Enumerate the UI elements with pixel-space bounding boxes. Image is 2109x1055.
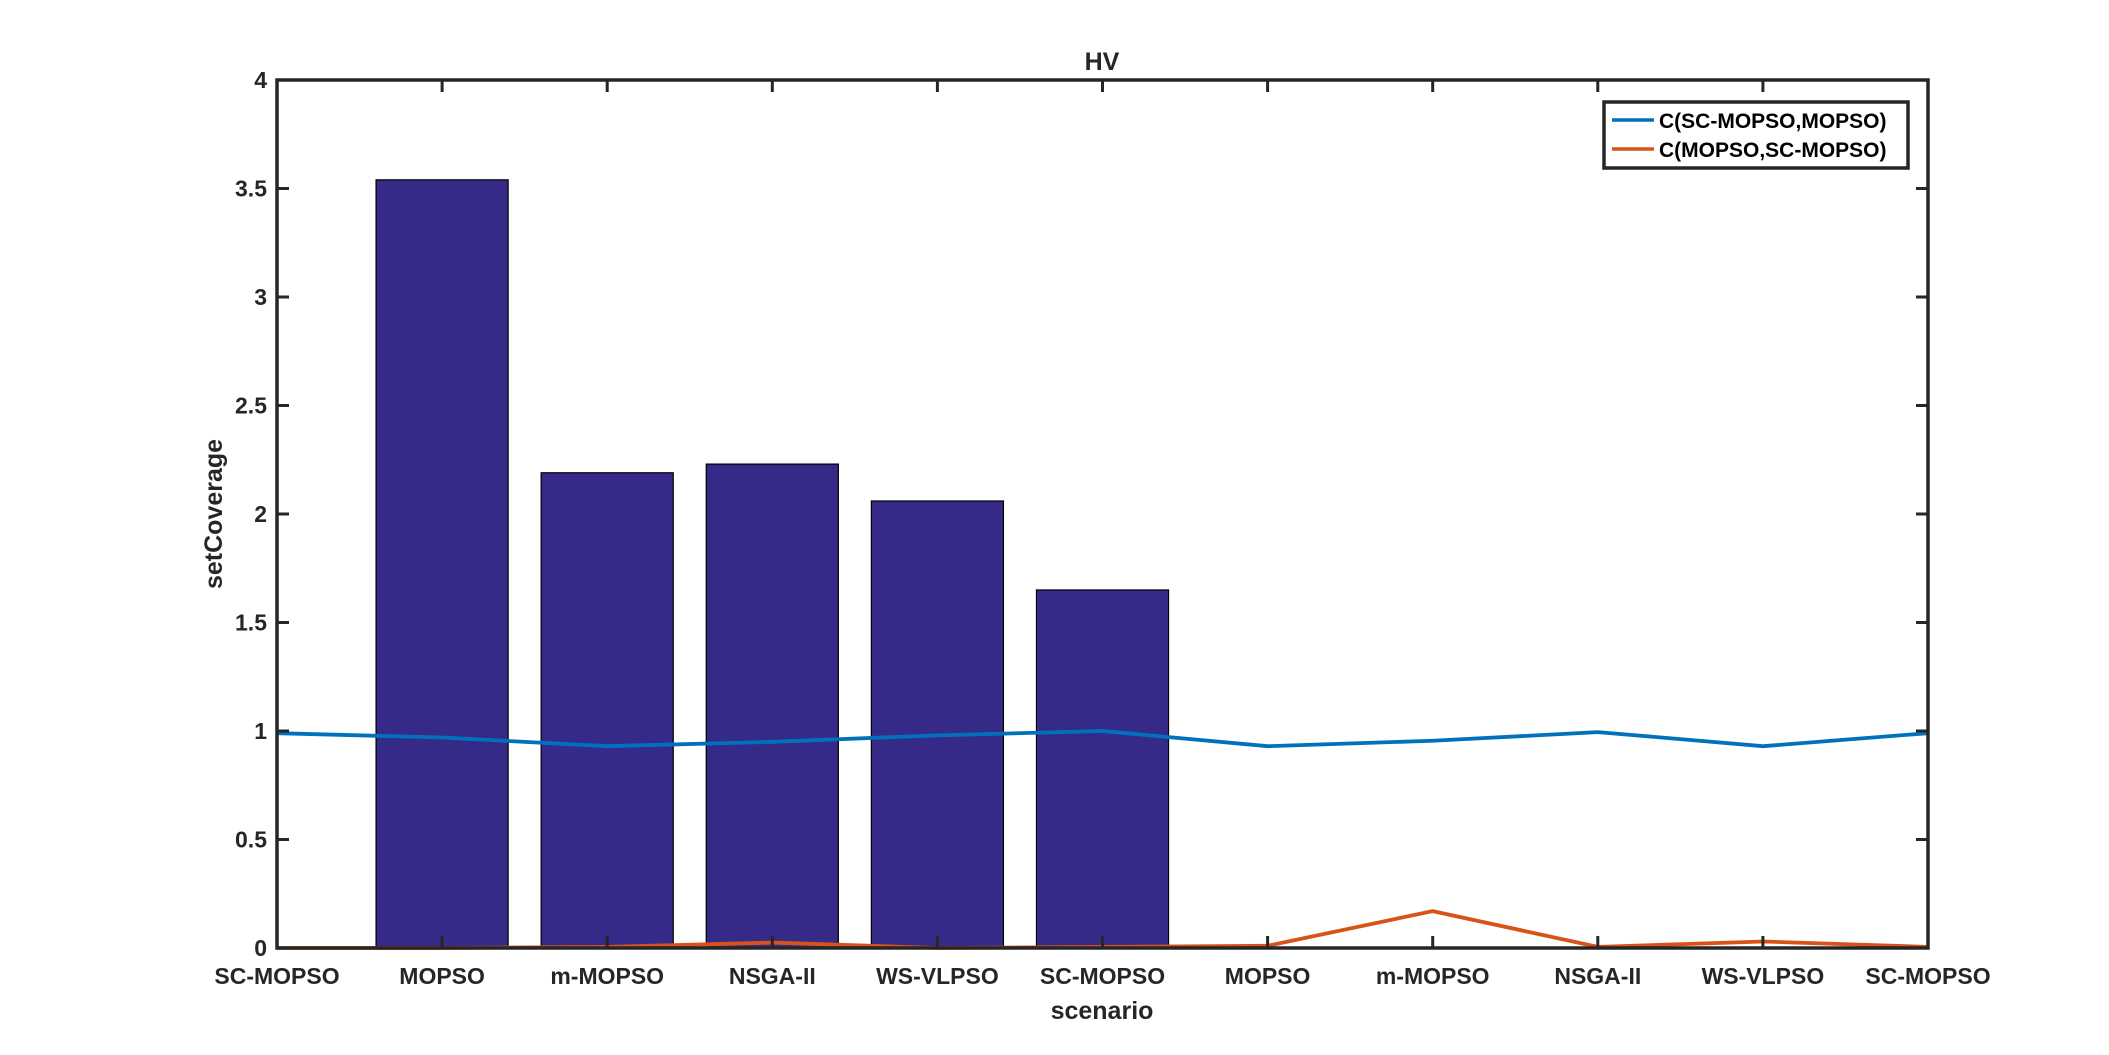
series-line-1	[276, 729, 1929, 749]
legend-box	[1602, 100, 1910, 170]
x-tick-label-4: NSGA-II	[729, 963, 816, 989]
x-tick-label-3: m-MOPSO	[550, 963, 664, 989]
bar-5	[1035, 589, 1170, 949]
y-tick-label-1: 0	[254, 935, 267, 961]
x-tick-label-7: MOPSO	[1225, 963, 1311, 989]
bar-2	[540, 472, 674, 949]
chart-title: HV	[1085, 48, 1120, 76]
y-tick-label-9: 4	[254, 67, 267, 93]
y-tick-label-8: 3.5	[235, 176, 267, 202]
y-tick-label-2: 0.5	[235, 827, 267, 853]
ticks-layer: SC-MOPSO MOPSO m-MOPSO NSGA-II WS-VLPSO SC-MO…	[214, 67, 1990, 989]
x-tick-label-8: m-MOPSO	[1376, 963, 1490, 989]
legend: C(SC-MOPSO,MOPSO) C(MOPSO,SC-MOPSO)	[1602, 100, 1910, 170]
y-tick-label-6: 2.5	[235, 393, 267, 419]
bars-layer	[375, 179, 1170, 949]
bar-3	[705, 463, 839, 949]
y-tick-label-3: 1	[254, 718, 267, 744]
legend-label-series-1: C(SC-MOPSO,MOPSO)	[1659, 110, 1887, 133]
x-axis-label: scenario	[1051, 997, 1154, 1025]
x-tick-label-2: MOPSO	[399, 963, 485, 989]
x-tick-label-1: SC-MOPSO	[214, 963, 339, 989]
x-tick-label-9: NSGA-II	[1554, 963, 1641, 989]
y-tick-label-7: 3	[254, 284, 267, 310]
x-tick-label-11: SC-MOPSO	[1865, 963, 1990, 989]
y-tick-label-4: 1.5	[235, 610, 267, 636]
bar-4	[870, 500, 1005, 949]
x-tick-label-5: WS-VLPSO	[876, 963, 999, 989]
legend-label-series-2: C(MOPSO,SC-MOPSO)	[1659, 139, 1887, 162]
x-tick-label-10: WS-VLPSO	[1702, 963, 1825, 989]
x-tick-label-6: SC-MOPSO	[1040, 963, 1165, 989]
bar-1	[375, 179, 509, 949]
y-tick-label-5: 2	[254, 501, 267, 527]
y-axis-label: setCoverage	[200, 439, 228, 589]
